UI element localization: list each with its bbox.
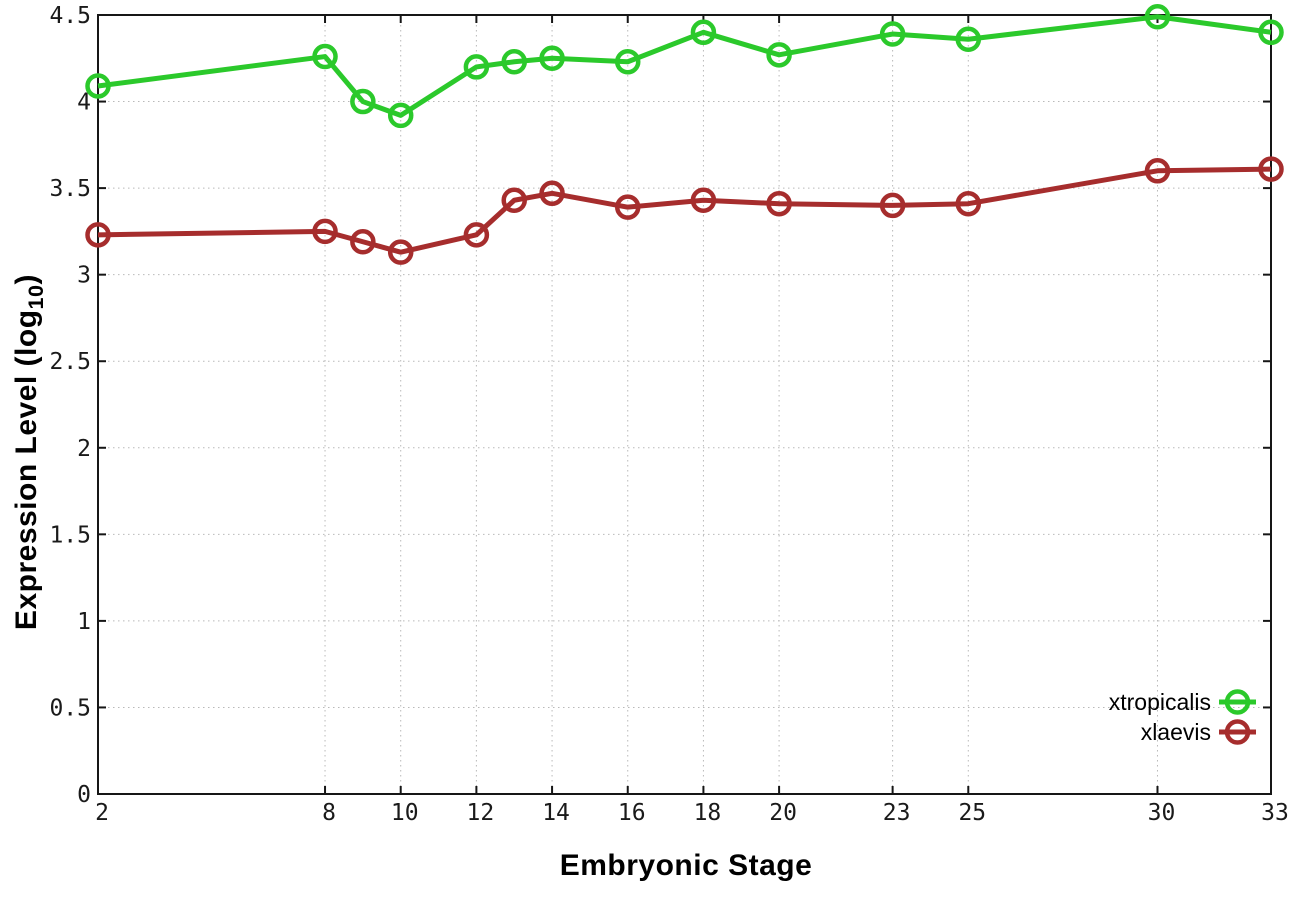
data-point-xtropicalis — [879, 21, 906, 47]
x-tick-label: 33 — [1261, 800, 1289, 826]
x-tick-label: 30 — [1148, 800, 1176, 826]
legend-marker-xlaevis — [1224, 719, 1251, 745]
x-tick-label: 20 — [769, 800, 797, 826]
y-tick-label: 2.5 — [49, 349, 91, 375]
x-tick-label: 18 — [694, 800, 722, 826]
data-point-xtropicalis — [955, 26, 982, 52]
data-point-xlaevis — [539, 180, 565, 207]
data-point-xlaevis — [614, 194, 641, 220]
data-point-xtropicalis — [85, 73, 111, 99]
y-axis-title-subscript: 10 — [23, 284, 48, 310]
data-point-xlaevis — [879, 192, 906, 219]
x-tick-label: 12 — [467, 800, 495, 826]
data-point-xlaevis — [766, 190, 792, 217]
data-point-xlaevis — [85, 222, 111, 248]
data-point-xtropicalis — [690, 19, 717, 46]
legend-marker-xtropicalis — [1224, 689, 1251, 715]
x-tick-label: 25 — [958, 800, 986, 826]
data-point-xtropicalis — [312, 43, 338, 70]
y-tick-label: 1.5 — [49, 522, 91, 548]
data-point-xtropicalis — [614, 48, 641, 75]
legend-label-xlaevis: xlaevis — [1141, 719, 1211, 745]
data-point-xlaevis — [501, 187, 527, 213]
x-tick-label: 16 — [618, 800, 646, 826]
y-tick-label: 0.5 — [49, 695, 91, 721]
data-point-xtropicalis — [350, 88, 376, 115]
data-point-xlaevis — [350, 229, 376, 255]
data-point-xtropicalis — [387, 102, 414, 129]
x-tick-label: 10 — [391, 800, 419, 826]
x-axis-title-text: Embryonic Stage — [559, 849, 813, 882]
x-axis-title: Embryonic Stage — [560, 849, 813, 883]
y-tick-label: 4 — [77, 90, 91, 116]
y-tick-label: 2 — [77, 436, 91, 462]
y-tick-label: 4.5 — [49, 3, 91, 29]
data-point-xlaevis — [312, 218, 338, 245]
x-tick-label: 23 — [883, 800, 911, 826]
data-point-xlaevis — [1258, 156, 1284, 182]
plot-border — [97, 14, 1272, 795]
data-point-xtropicalis — [463, 54, 490, 80]
x-tick-label: 14 — [542, 800, 570, 826]
x-tick-label: 8 — [322, 800, 336, 826]
data-point-xtropicalis — [1258, 19, 1284, 46]
y-tick-label: 3 — [77, 263, 91, 289]
y-tick-label: 1 — [77, 609, 91, 635]
series-line-xtropicalis — [97, 14, 1272, 118]
y-axis-title: Expression Level (log10) — [10, 273, 48, 631]
data-point-xlaevis — [690, 187, 717, 213]
series-line-xlaevis — [97, 166, 1272, 255]
data-point-xlaevis — [955, 190, 982, 217]
legend-label-xtropicalis: xtropicalis — [1109, 689, 1211, 715]
data-point-xlaevis — [463, 222, 490, 248]
data-point-xlaevis — [387, 239, 414, 265]
y-tick-label: 0 — [77, 782, 91, 808]
data-point-xtropicalis — [1144, 3, 1171, 30]
data-point-xtropicalis — [766, 42, 792, 68]
data-point-xtropicalis — [501, 48, 527, 75]
y-tick-label: 3.5 — [49, 176, 91, 202]
data-point-xlaevis — [1144, 158, 1171, 184]
x-tick-label: 2 — [95, 800, 109, 826]
data-point-xtropicalis — [539, 45, 565, 72]
